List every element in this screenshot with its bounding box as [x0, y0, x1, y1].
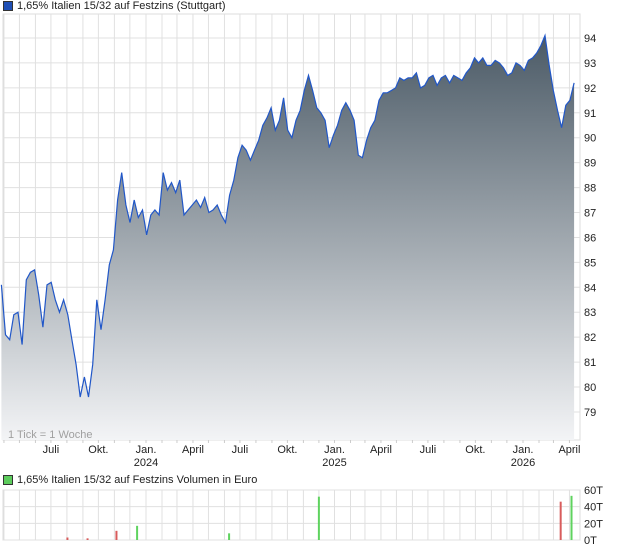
y-tick-label: 84	[584, 282, 596, 294]
x-tick-label: April	[558, 444, 580, 456]
tick-note: 1 Tick = 1 Woche	[8, 429, 92, 441]
volume-bar	[86, 538, 89, 540]
y-tick-label: 90	[584, 133, 596, 145]
volume-bar	[228, 533, 231, 540]
y-tick-label: 85	[584, 257, 596, 269]
volume-bar	[115, 530, 118, 540]
price-chart-title: 1,65% Italien 15/32 auf Festzins (Stuttg…	[17, 0, 226, 12]
y-tick-label: 86	[584, 232, 596, 244]
x-tick-label: Jan.	[513, 444, 534, 456]
x-tick-label: Juli	[43, 444, 60, 456]
price-line	[0, 33, 575, 398]
price-legend-swatch	[3, 1, 13, 11]
y-tick-label: 79	[584, 407, 596, 419]
x-tick-year: 2026	[511, 457, 535, 469]
y-tick-label: 80	[584, 382, 596, 394]
x-tick-year: 2024	[134, 457, 158, 469]
x-tick-label: Jan.	[136, 444, 157, 456]
volume-bar	[570, 495, 573, 540]
x-tick-label: Juli	[232, 444, 249, 456]
volume-bar	[136, 525, 139, 540]
x-tick-label: Jan.	[324, 444, 345, 456]
volume-legend: 1,65% Italien 15/32 auf Festzins Volumen…	[3, 474, 257, 486]
vol-y-tick-label: 40T	[584, 502, 603, 514]
volume-legend-swatch	[3, 475, 13, 485]
y-tick-label: 83	[584, 307, 596, 319]
x-tick-label: Okt.	[465, 444, 485, 456]
x-tick-label: Juli	[420, 444, 437, 456]
vol-y-tick-label: 0T	[584, 535, 597, 546]
y-tick-label: 93	[584, 58, 596, 70]
y-tick-label: 81	[584, 357, 596, 369]
y-tick-label: 82	[584, 332, 596, 344]
x-tick-year: 2025	[322, 457, 346, 469]
x-tick-label: April	[182, 444, 204, 456]
y-tick-label: 88	[584, 183, 596, 195]
volume-bar	[66, 537, 69, 540]
volume-bar	[559, 501, 562, 540]
price-area	[1, 35, 575, 440]
x-tick-label: April	[370, 444, 392, 456]
y-tick-label: 92	[584, 83, 596, 95]
vol-y-tick-label: 60T	[584, 485, 603, 497]
x-tick-label: Okt.	[277, 444, 297, 456]
y-tick-label: 89	[584, 158, 596, 170]
volume-chart-title: 1,65% Italien 15/32 auf Festzins Volumen…	[17, 474, 258, 486]
y-tick-label: 91	[584, 108, 596, 120]
price-legend: 1,65% Italien 15/32 auf Festzins (Stuttg…	[3, 0, 226, 12]
y-tick-label: 94	[584, 33, 596, 45]
x-tick-label: Okt.	[88, 444, 108, 456]
volume-bar	[317, 496, 320, 540]
volume-frame	[2, 489, 581, 541]
vol-y-tick-label: 20T	[584, 518, 603, 530]
y-tick-label: 87	[584, 208, 596, 220]
